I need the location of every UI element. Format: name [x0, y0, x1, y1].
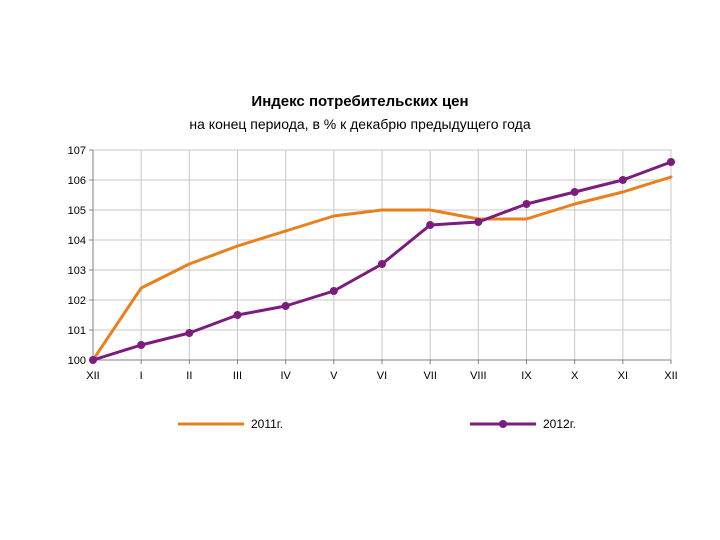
- series-layer: [89, 158, 675, 364]
- x-tick-label: VIII: [470, 370, 487, 382]
- y-tick-label: 100: [68, 355, 86, 367]
- data-point: [570, 188, 579, 196]
- x-tick-label: VI: [377, 370, 387, 382]
- data-point: [474, 218, 483, 226]
- legend-label-1: 2011г.: [251, 417, 283, 431]
- x-tick-label: IX: [521, 370, 532, 382]
- y-axis: 100 101 102 103 104 105 106 107: [68, 145, 94, 367]
- chart-title: Индекс потребительских цен: [251, 93, 468, 110]
- series-line-1: [91, 175, 673, 362]
- data-point: [137, 341, 146, 349]
- y-tick-label: 105: [68, 205, 86, 217]
- data-point: [281, 302, 290, 310]
- data-point: [185, 329, 194, 337]
- x-tick-label: II: [186, 370, 192, 382]
- x-axis: XII I II III IV V VI VII VIII IX X XI XII: [86, 359, 678, 382]
- x-tick-label: VII: [423, 370, 436, 382]
- data-point: [522, 200, 531, 208]
- y-tick-label: 102: [68, 295, 86, 307]
- y-tick-label: 101: [68, 325, 86, 337]
- y-tick-label: 107: [68, 145, 86, 157]
- data-point: [89, 356, 97, 364]
- chart-subtitle: на конец периода, в % к декабрю предыдущ…: [189, 116, 530, 132]
- x-tick-label: IV: [280, 370, 291, 382]
- data-point: [233, 311, 242, 319]
- x-tick-label: XII: [664, 370, 677, 382]
- data-point: [618, 176, 627, 184]
- x-tick-label: III: [233, 370, 242, 382]
- x-tick-label: XII: [86, 370, 99, 382]
- x-tick-label: V: [330, 370, 338, 382]
- y-tick-label: 103: [68, 265, 86, 277]
- legend-label-2: 2012г.: [543, 417, 576, 431]
- x-tick-label: XI: [618, 370, 628, 382]
- legend: 2011г. 2012г.: [178, 417, 576, 431]
- data-point: [329, 287, 338, 295]
- x-tick-label: X: [571, 370, 579, 382]
- x-tick-label: I: [140, 370, 143, 382]
- data-point: [667, 158, 675, 166]
- y-tick-label: 104: [68, 235, 86, 247]
- data-point: [378, 260, 386, 268]
- data-point: [426, 221, 435, 229]
- y-tick-label: 106: [68, 175, 86, 187]
- legend-marker-2: [499, 420, 507, 428]
